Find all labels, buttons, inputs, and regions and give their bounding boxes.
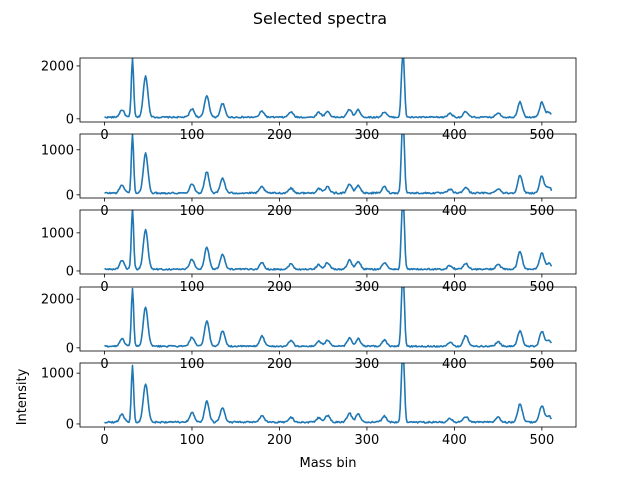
x-tick-label: 0 bbox=[100, 128, 108, 143]
figure-title: Selected spectra bbox=[253, 9, 387, 28]
x-tick-label: 400 bbox=[442, 433, 467, 448]
x-tick-label: 300 bbox=[355, 280, 380, 295]
x-tick-label: 0 bbox=[100, 280, 108, 295]
x-tick-label: 0 bbox=[100, 433, 108, 448]
x-tick-label: 100 bbox=[180, 280, 205, 295]
y-tick-label: 2000 bbox=[41, 293, 74, 308]
spectrum-line-4 bbox=[104, 287, 553, 348]
y-tick-label: 1000 bbox=[41, 143, 74, 158]
x-tick-label: 100 bbox=[180, 128, 205, 143]
x-tick-label: 100 bbox=[180, 204, 205, 219]
x-tick-label: 100 bbox=[180, 433, 205, 448]
spectrum-line-5 bbox=[104, 363, 553, 424]
x-tick-label: 300 bbox=[355, 128, 380, 143]
x-tick-label: 300 bbox=[355, 204, 380, 219]
x-tick-label: 300 bbox=[355, 357, 380, 372]
x-tick-label: 200 bbox=[267, 204, 292, 219]
x-tick-label: 0 bbox=[100, 204, 108, 219]
y-axis-label: Intensity bbox=[15, 368, 30, 425]
axes-frame-5 bbox=[79, 362, 577, 428]
x-tick-label: 400 bbox=[442, 204, 467, 219]
x-axis-label: Mass bin bbox=[300, 456, 357, 471]
x-tick-label: 500 bbox=[529, 280, 554, 295]
x-tick-label: 100 bbox=[180, 357, 205, 372]
x-tick-label: 200 bbox=[267, 357, 292, 372]
spectrum-line-3 bbox=[104, 210, 553, 271]
x-tick-label: 400 bbox=[442, 357, 467, 372]
x-tick-label: 200 bbox=[267, 433, 292, 448]
axes-frame-4 bbox=[79, 286, 577, 352]
x-tick-label: 200 bbox=[267, 128, 292, 143]
y-tick-label: 0 bbox=[66, 112, 74, 127]
y-tick-label: 0 bbox=[66, 188, 74, 203]
x-tick-label: 200 bbox=[267, 280, 292, 295]
axes-frame-1 bbox=[79, 57, 577, 123]
x-tick-label: 0 bbox=[100, 357, 108, 372]
spectrum-line-2 bbox=[104, 134, 553, 195]
y-tick-label: 2000 bbox=[41, 59, 74, 74]
x-tick-label: 500 bbox=[529, 204, 554, 219]
x-tick-label: 500 bbox=[529, 128, 554, 143]
y-tick-label: 0 bbox=[66, 341, 74, 356]
axes-frame-3 bbox=[79, 209, 577, 275]
x-tick-label: 300 bbox=[355, 433, 380, 448]
y-tick-label: 1000 bbox=[41, 226, 74, 241]
y-tick-label: 1000 bbox=[41, 367, 74, 382]
x-tick-label: 500 bbox=[529, 357, 554, 372]
x-tick-label: 500 bbox=[529, 433, 554, 448]
x-tick-label: 400 bbox=[442, 128, 467, 143]
spectrum-line-1 bbox=[104, 58, 552, 119]
y-tick-label: 0 bbox=[66, 417, 74, 432]
x-tick-label: 400 bbox=[442, 280, 467, 295]
axes-frame-2 bbox=[79, 133, 577, 199]
y-tick-label: 0 bbox=[66, 264, 74, 279]
